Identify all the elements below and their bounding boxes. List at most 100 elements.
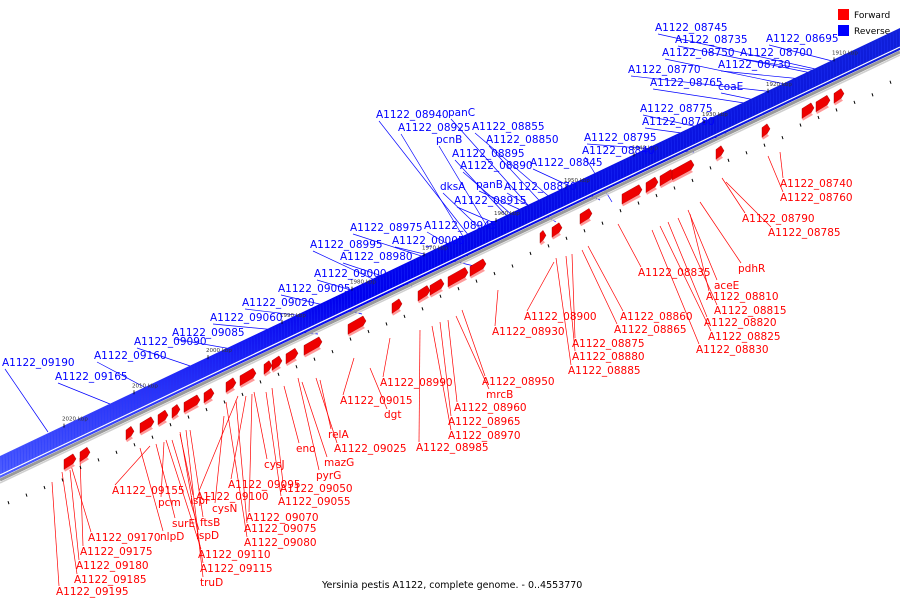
band-stripe [535,202,538,222]
minor-mark [331,349,334,354]
reverse-gene-label: A1122_08890 [460,160,533,172]
band-stripe [811,70,814,91]
scale-tick-label: 2000 kbp [206,348,232,354]
forward-gene-label: A1122_09180 [76,560,149,572]
band-stripe [859,48,862,68]
forward-feature-shade [418,295,429,304]
forward-gene-label: A1122_08930 [492,326,565,338]
forward-gene-label: A1122_08830 [696,344,769,356]
band-stripe [556,192,559,212]
forward-leader-line [659,225,712,332]
band-stripe [469,233,472,254]
band-stripe [322,303,325,323]
band-stripe [337,296,340,316]
band-stripe [340,294,343,315]
forward-gene-label: A1122_09195 [56,586,129,598]
forward-features [63,88,845,472]
band-stripe [637,153,640,174]
forward-gene-label: A1122_08740 [780,178,853,190]
forward-gene-label: A1122_08785 [768,227,841,239]
band-stripe [613,164,616,185]
band-stripe [709,119,712,139]
forward-feature [539,230,547,244]
reverse-gene-label: A1122_09085 [172,327,245,339]
forward-gene-label: A1122_08865 [614,324,687,336]
band-stripe [151,384,154,405]
band-stripe [124,397,127,418]
track-shadow-light [0,54,900,484]
reverse-gene-label: A1122_09160 [94,350,167,362]
reverse-leader-line [57,382,111,405]
band-stripe [484,226,487,246]
band-stripe [538,200,541,221]
track-separator [0,46,900,476]
band-stripe [799,76,802,97]
forward-gene-label: A1122_08810 [706,291,779,303]
band-stripe [418,257,421,278]
band-stripe [697,125,700,145]
band-stripe [118,400,121,420]
band-stripe [181,370,184,390]
band-stripe [643,150,646,171]
band-stripe [607,167,610,188]
forward-leader-line [301,381,328,458]
reverse-gene-label: A1122_08780 [642,116,715,128]
forward-gene-label: A1122_09115 [200,563,273,575]
band-stripe [502,217,505,238]
band-stripe [259,333,262,353]
forward-feature-shade [126,436,133,443]
band-stripe [877,39,880,60]
band-stripe [856,49,859,69]
scale-tick-label: 1950 kbp [564,178,590,184]
band-stripe [220,351,223,372]
band-stripe [400,266,403,286]
forward-gene-label: pyrG [316,470,341,482]
band-stripe [79,418,82,439]
reverse-gene-label: A1122_09000 [314,268,387,280]
band-stripe [343,293,346,313]
forward-feature [671,159,695,181]
band-stripe [676,135,679,155]
band-stripe [892,32,895,52]
forward-feature [183,394,201,413]
band-stripe [397,267,400,288]
genome-caption: Yersinia pestis A1122, complete genome. … [321,580,582,591]
band-stripe [292,317,295,338]
band-stripe [247,339,250,359]
forward-feature [125,425,135,441]
reverse-gene-label: A1122_08870 [504,181,577,193]
band-stripe [7,453,10,473]
band-stripe [10,451,13,472]
band-stripe [178,371,181,392]
forward-feature [469,258,487,277]
band-stripe [784,83,787,104]
forward-gene-label: mrcB [486,389,513,401]
forward-feature [271,355,283,372]
forward-feature-shade [184,404,199,415]
minor-mark [691,178,694,183]
band-stripe [604,169,607,189]
band-stripe [646,149,649,169]
band-stripe [61,427,64,448]
band-stripe [211,356,214,376]
band-stripe [880,38,883,58]
band-stripe [760,95,763,115]
forward-gene-label: relA [328,429,349,441]
minor-mark [853,100,856,105]
forward-leader-line [382,337,391,378]
reverse-gene-label: A1122_08845 [530,157,603,169]
forward-feature [303,336,323,356]
band-stripe [763,93,766,114]
band-stripe [655,145,658,165]
reverse-leader-line [378,120,481,251]
forward-gene-label: ispF [190,495,211,507]
band-stripe [421,256,424,276]
forward-leader-line [571,253,576,339]
reverse-gene-label: A1122_08750 [662,47,735,59]
band-stripe [808,72,811,92]
reverse-leader-line [677,45,827,77]
band-stripe [565,187,568,208]
band-stripe [286,320,289,341]
band-stripe [205,359,208,379]
forward-gene-label: A1122_08990 [380,377,453,389]
